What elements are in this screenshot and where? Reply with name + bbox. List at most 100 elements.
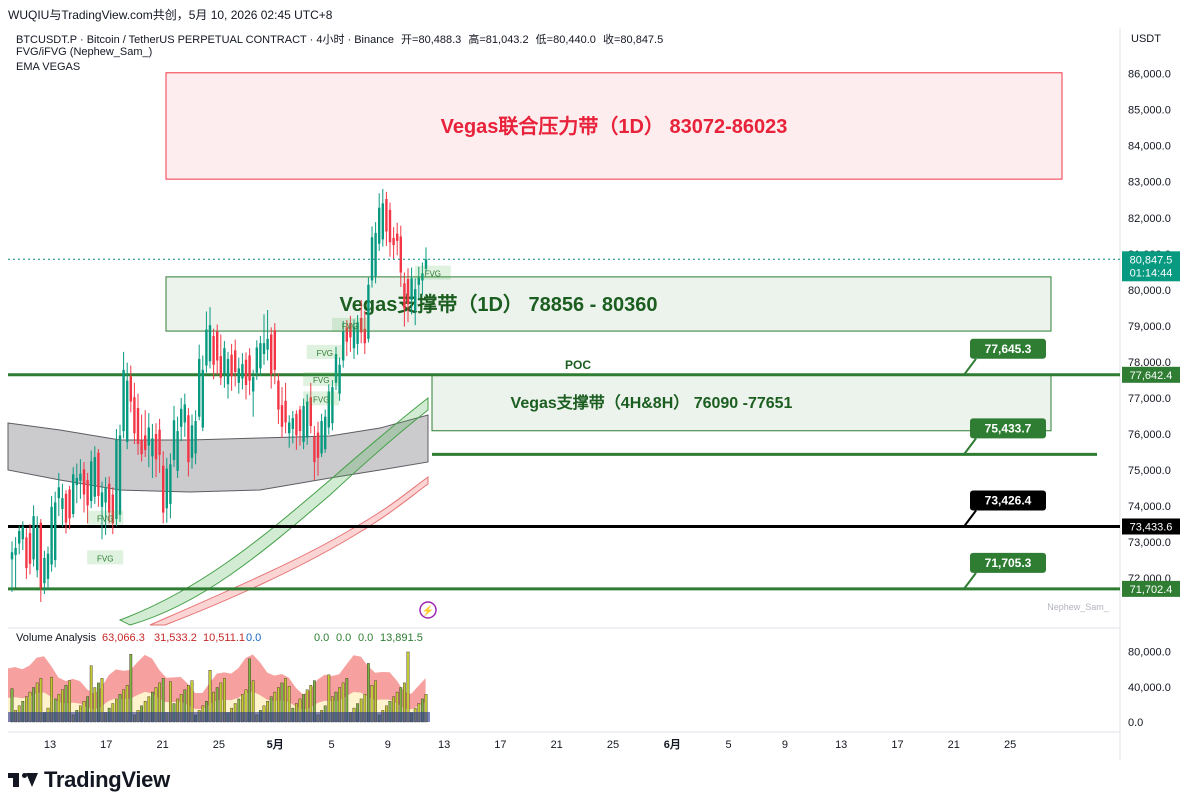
fvg-box	[306, 344, 343, 359]
candle-body	[129, 376, 132, 402]
candle-body	[46, 553, 50, 579]
candle-body	[72, 474, 75, 515]
candle-body	[82, 469, 86, 495]
x-tick-label: 25	[1004, 739, 1016, 751]
volume-v6: 0.0	[336, 632, 351, 644]
zone-box	[431, 374, 1052, 432]
currency-label: USDT	[1131, 33, 1161, 45]
candle-body	[147, 427, 150, 446]
candle-body	[61, 498, 64, 509]
candle-body	[165, 468, 168, 509]
symbol-line: BTCUSDT.P · Bitcoin / TetherUS PERPETUAL…	[16, 34, 394, 46]
candle-body	[86, 480, 89, 506]
volume-bar	[406, 651, 410, 723]
candle-body	[381, 203, 384, 240]
candle-body	[43, 557, 46, 584]
fvg-label: FVG	[97, 515, 113, 524]
candle-body	[169, 464, 172, 504]
low-value: 低=80,440.0	[535, 34, 596, 46]
volume-legend: Volume Analysis 63,066.3 31,533.2 10,511.1 0…	[16, 632, 423, 644]
x-tick-label: 13	[835, 739, 847, 751]
candle-body	[104, 488, 107, 503]
candle-body	[32, 516, 35, 560]
candle-body	[410, 278, 413, 300]
volume-axis-label: 40,000.0	[1128, 682, 1171, 694]
x-tick-label: 6月	[664, 738, 681, 751]
x-tick-label: 21	[156, 739, 168, 751]
x-tick-label: 13	[44, 739, 56, 751]
candle-body	[36, 526, 39, 571]
candle-body	[90, 461, 93, 502]
volume-base-band	[8, 712, 430, 722]
fvg-box	[87, 550, 124, 565]
x-tick-label: 21	[948, 739, 960, 751]
fvg-box	[303, 391, 340, 406]
candle-body	[399, 236, 402, 273]
chart-canvas[interactable]: USDT72,000.073,000.074,000.075,000.076,0…	[0, 0, 1200, 760]
candle-body	[424, 259, 428, 269]
candle-body	[140, 439, 143, 455]
level-axis-label: 71,702.4	[1130, 584, 1173, 596]
candle-body	[194, 421, 197, 454]
candle-body	[277, 380, 280, 410]
tradingview-logo-icon	[8, 771, 38, 789]
candle-body	[226, 359, 230, 385]
candle-body	[219, 356, 222, 378]
candle-body	[108, 483, 111, 513]
ema-tunnel-gray	[7, 414, 429, 493]
candle-body	[378, 207, 381, 244]
candle-body	[306, 401, 309, 438]
candle-body	[374, 232, 377, 277]
y-tick-label: 83,000.0	[1128, 177, 1171, 189]
candle-body	[28, 533, 32, 564]
volume-axis-label: 0.0	[1128, 717, 1143, 729]
y-tick-label: 84,000.0	[1128, 141, 1171, 153]
candle-body	[298, 409, 302, 432]
candle-body	[370, 237, 374, 281]
level-axis-tag	[1122, 580, 1180, 597]
fvg-label: FVG	[425, 270, 441, 279]
level-callout-pointer	[963, 358, 977, 376]
volume-v8: 13,891.5	[380, 632, 423, 644]
candle-body	[151, 438, 154, 457]
candle-body	[356, 322, 359, 344]
indicator-ema-vegas-legend[interactable]: EMA VEGAS	[16, 61, 81, 73]
fvg-box	[87, 510, 124, 525]
candle-body	[316, 432, 320, 458]
candle-body	[79, 473, 82, 481]
open-value: 开=80,488.3	[401, 34, 462, 46]
bar-countdown: 01:14:44	[1130, 267, 1173, 279]
candle-body	[284, 400, 287, 423]
x-tick-label: 17	[100, 739, 112, 751]
candle-body	[266, 338, 269, 350]
candle-body	[154, 434, 158, 460]
candle-body	[205, 329, 208, 366]
candle-body	[212, 335, 215, 365]
candle-body	[162, 465, 165, 513]
candle-body	[342, 331, 345, 361]
bolt-glyph: ⚡	[422, 604, 434, 617]
header-title: WUQIU与TradingView.com共创，5月 10, 2026 02:4…	[8, 8, 333, 22]
candle-body	[75, 477, 78, 486]
symbol-legend[interactable]: BTCUSDT.P · Bitcoin / TetherUS PERPETUAL…	[16, 31, 667, 47]
x-tick-label: 17	[891, 739, 903, 751]
x-tick-label: 21	[551, 739, 563, 751]
candle-body	[39, 522, 42, 588]
tradingview-logo[interactable]: TradingView	[8, 767, 170, 793]
candle-body	[68, 489, 71, 519]
candle-body	[313, 436, 316, 463]
level-callout-box	[970, 552, 1046, 573]
candle-body	[403, 283, 406, 309]
candle-body	[363, 328, 366, 344]
level-callout-box	[970, 338, 1046, 359]
candle-body	[216, 331, 219, 361]
volume-v4: 0.0	[246, 632, 261, 644]
ema-tunnel-green	[118, 396, 429, 626]
x-tick-label: 5	[328, 739, 334, 751]
volume-axis-label: 80,000.0	[1128, 647, 1171, 659]
candle-body	[396, 233, 399, 241]
y-tick-label: 78,000.0	[1128, 357, 1171, 369]
indicator-fvg-legend[interactable]: FVG/iFVG (Nephew_Sam_)	[16, 46, 153, 58]
y-tick-label: 73,000.0	[1128, 537, 1171, 549]
volume-v2: 31,533.2	[154, 632, 197, 644]
